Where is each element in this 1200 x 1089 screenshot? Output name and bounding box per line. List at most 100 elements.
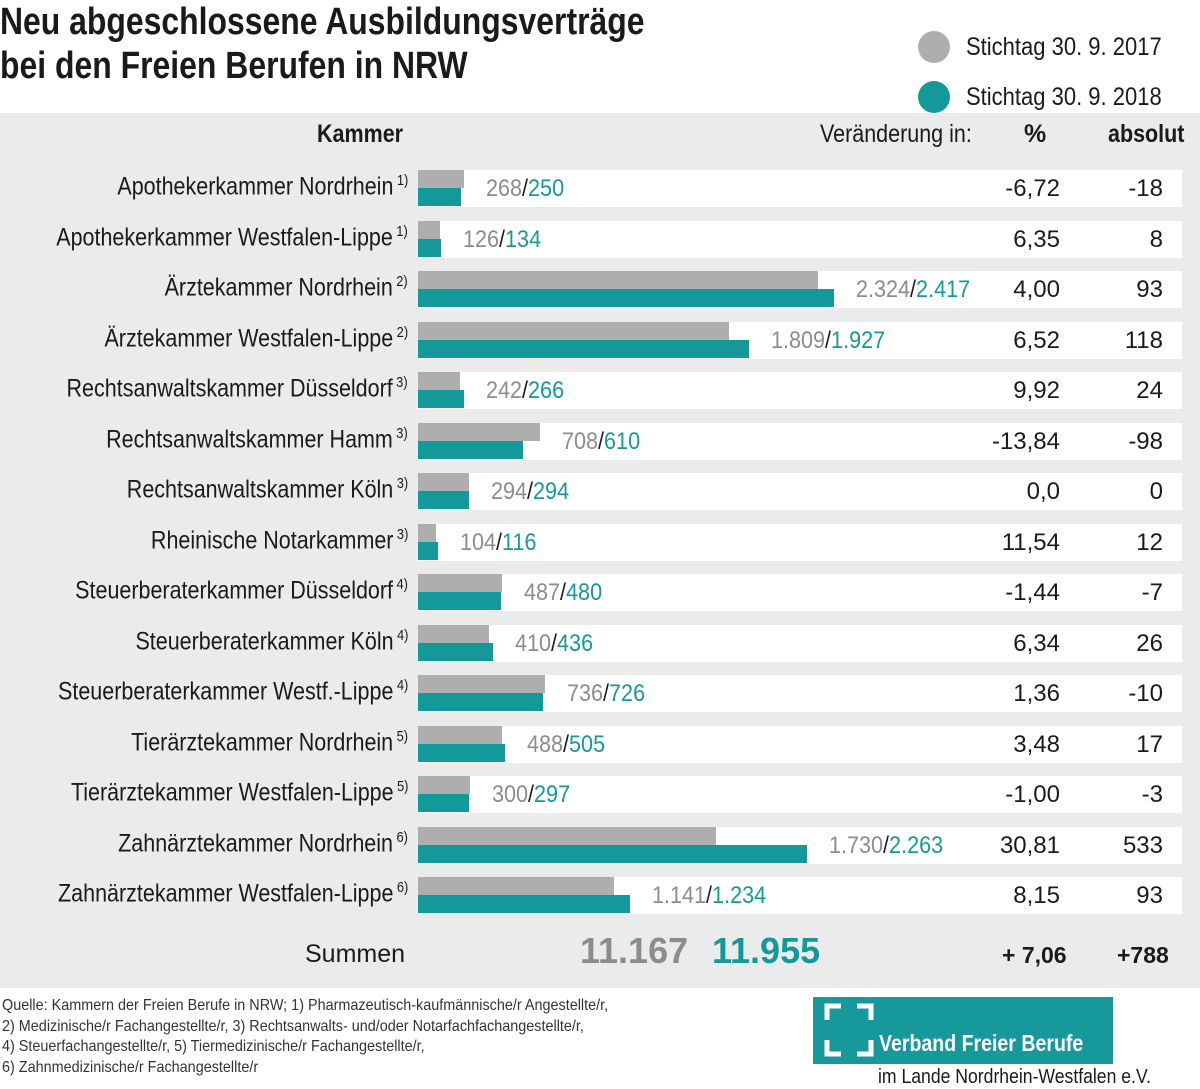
row-label: Steuerberaterkammer Westf.-Lippe 4) xyxy=(58,677,408,706)
absolute-change: 0 xyxy=(1149,478,1163,505)
legend-item-2018: Stichtag 30. 9. 2018 xyxy=(918,72,1188,122)
category-name: Ärztekammer Nordrhein xyxy=(164,273,394,302)
row-background xyxy=(418,372,1182,409)
value-2017: 294 xyxy=(490,478,527,505)
bar-2017 xyxy=(418,170,465,188)
logo-subtitle: im Lande Nordrhein-Westfalen e.V. xyxy=(878,1066,1151,1088)
absolute-change: -98 xyxy=(1128,427,1163,455)
category-name: Rheinische Notarkammer xyxy=(150,525,394,554)
bar-2018 xyxy=(418,390,464,408)
category-name: Tierärztekammer Westfalen-Lippe xyxy=(70,778,394,807)
value-2018: 266 xyxy=(527,377,564,404)
source-line: 2) Medizinische/r Fachangestellte/r, 3) … xyxy=(2,1017,584,1035)
value-2018: 726 xyxy=(608,680,645,707)
row-label: Apothekerkammer Westfalen-Lippe 1) xyxy=(56,223,408,252)
value-separator: / xyxy=(495,528,502,556)
bar-2017 xyxy=(418,321,730,340)
bar-2018 xyxy=(418,289,834,307)
absolute-change: -7 xyxy=(1141,579,1163,606)
absolute-change: 93 xyxy=(1136,276,1163,303)
percent-change: 0,0 xyxy=(1026,478,1060,505)
value-2017: 1.809 xyxy=(771,326,826,354)
row-background xyxy=(418,675,1182,712)
bar-2018 xyxy=(418,238,442,257)
header-absolute: absolut xyxy=(1108,120,1197,149)
absolute-change: 12 xyxy=(1136,528,1163,556)
absolute-change: -10 xyxy=(1128,680,1163,707)
category-name: Steuerberaterkammer Düsseldorf xyxy=(75,576,394,605)
percent-change: 8,15 xyxy=(1013,882,1060,909)
absolute-change: 26 xyxy=(1136,629,1163,657)
category-name: Steuerberaterkammer Westf.-Lippe xyxy=(57,677,394,706)
percent-change: 3,48 xyxy=(1013,730,1060,758)
bar-2017 xyxy=(418,624,489,643)
percent-change: -1,00 xyxy=(1005,781,1060,808)
bracket-logo-icon xyxy=(824,1003,874,1057)
legend: Stichtag 30. 9. 2017 Stichtag 30. 9. 201… xyxy=(918,22,1188,122)
value-separator: / xyxy=(825,326,832,354)
totals-label: Summen xyxy=(305,940,406,968)
bar-2018 xyxy=(418,440,523,459)
row-background xyxy=(418,574,1182,611)
header-absolute-text: absolut xyxy=(1108,120,1185,148)
bar-2018 xyxy=(418,844,808,863)
value-2018: 116 xyxy=(501,528,537,556)
value-separator: / xyxy=(562,730,569,758)
value-2018: 480 xyxy=(565,579,602,606)
category-name: Zahnärztekammer Nordrhein xyxy=(118,828,394,857)
source-line: 4) Steuerfachangestellte/r, 5) Tiermediz… xyxy=(2,1038,425,1055)
header-percent: % xyxy=(1024,120,1047,148)
row-background xyxy=(418,624,1182,662)
bar-2017 xyxy=(418,776,470,794)
header-kammer-text: Kammer xyxy=(317,120,404,148)
row-label: Steuerberaterkammer Köln 4) xyxy=(135,627,408,656)
percent-change: -6,72 xyxy=(1005,175,1060,202)
totals-2017: 11.167 xyxy=(580,930,689,971)
header-kammer: Kammer xyxy=(310,120,410,149)
legend-swatch-gray xyxy=(918,31,950,63)
footnote-ref: 2) xyxy=(396,323,408,341)
value-separator: / xyxy=(527,781,534,808)
value-label: 242/266 xyxy=(486,377,564,405)
value-2018: 250 xyxy=(528,175,565,202)
row-label: Rheinische Notarkammer 3) xyxy=(151,526,408,555)
value-2017: 2.324 xyxy=(855,276,910,303)
value-label: 1.730/2.263 xyxy=(829,832,943,860)
footnote-ref: 4) xyxy=(396,626,408,644)
bar-2017 xyxy=(418,826,716,845)
bar-2018 xyxy=(418,743,505,762)
footnote-ref: 1) xyxy=(396,172,408,189)
value-separator: / xyxy=(551,629,558,657)
value-2017: 736 xyxy=(566,680,603,707)
value-label: 294/294 xyxy=(491,478,569,506)
absolute-change: 93 xyxy=(1136,882,1163,909)
value-label: 487/480 xyxy=(524,579,602,607)
legend-item-2017: Stichtag 30. 9. 2017 xyxy=(918,22,1188,72)
header-change: Veränderung in: xyxy=(820,120,997,149)
bar-2018 xyxy=(418,693,543,711)
value-2018: 134 xyxy=(505,225,542,253)
row-label: Steuerberaterkammer Düsseldorf 4) xyxy=(75,576,408,605)
value-2017: 104 xyxy=(459,528,496,556)
bar-2017 xyxy=(418,725,502,744)
row-background xyxy=(418,170,1182,207)
title-line-2: bei den Freien Berufen in NRW xyxy=(0,45,468,87)
footnote-ref: 3) xyxy=(396,475,408,492)
row-label: Rechtsanwaltskammer Köln 3) xyxy=(127,475,408,504)
row-label: Rechtsanwaltskammer Düsseldorf 3) xyxy=(67,374,408,403)
totals-absolute: +788 xyxy=(1117,942,1169,968)
value-2018: 505 xyxy=(568,730,605,758)
value-separator: / xyxy=(883,831,890,859)
value-label: 2.324/2.417 xyxy=(856,276,970,304)
value-2018: 1.927 xyxy=(831,326,886,354)
bar-2017 xyxy=(418,271,818,289)
row-label: Zahnärztekammer Nordrhein 6) xyxy=(118,829,408,858)
footnote-ref: 3) xyxy=(396,374,408,391)
value-2017: 242 xyxy=(485,377,522,404)
value-2017: 1.730 xyxy=(829,831,884,859)
footnote-ref: 1) xyxy=(396,222,408,240)
value-separator: / xyxy=(521,377,528,404)
category-name: Rechtsanwaltskammer Köln xyxy=(126,475,394,504)
value-2018: 436 xyxy=(557,629,594,657)
value-label: 104/116 xyxy=(460,529,536,557)
